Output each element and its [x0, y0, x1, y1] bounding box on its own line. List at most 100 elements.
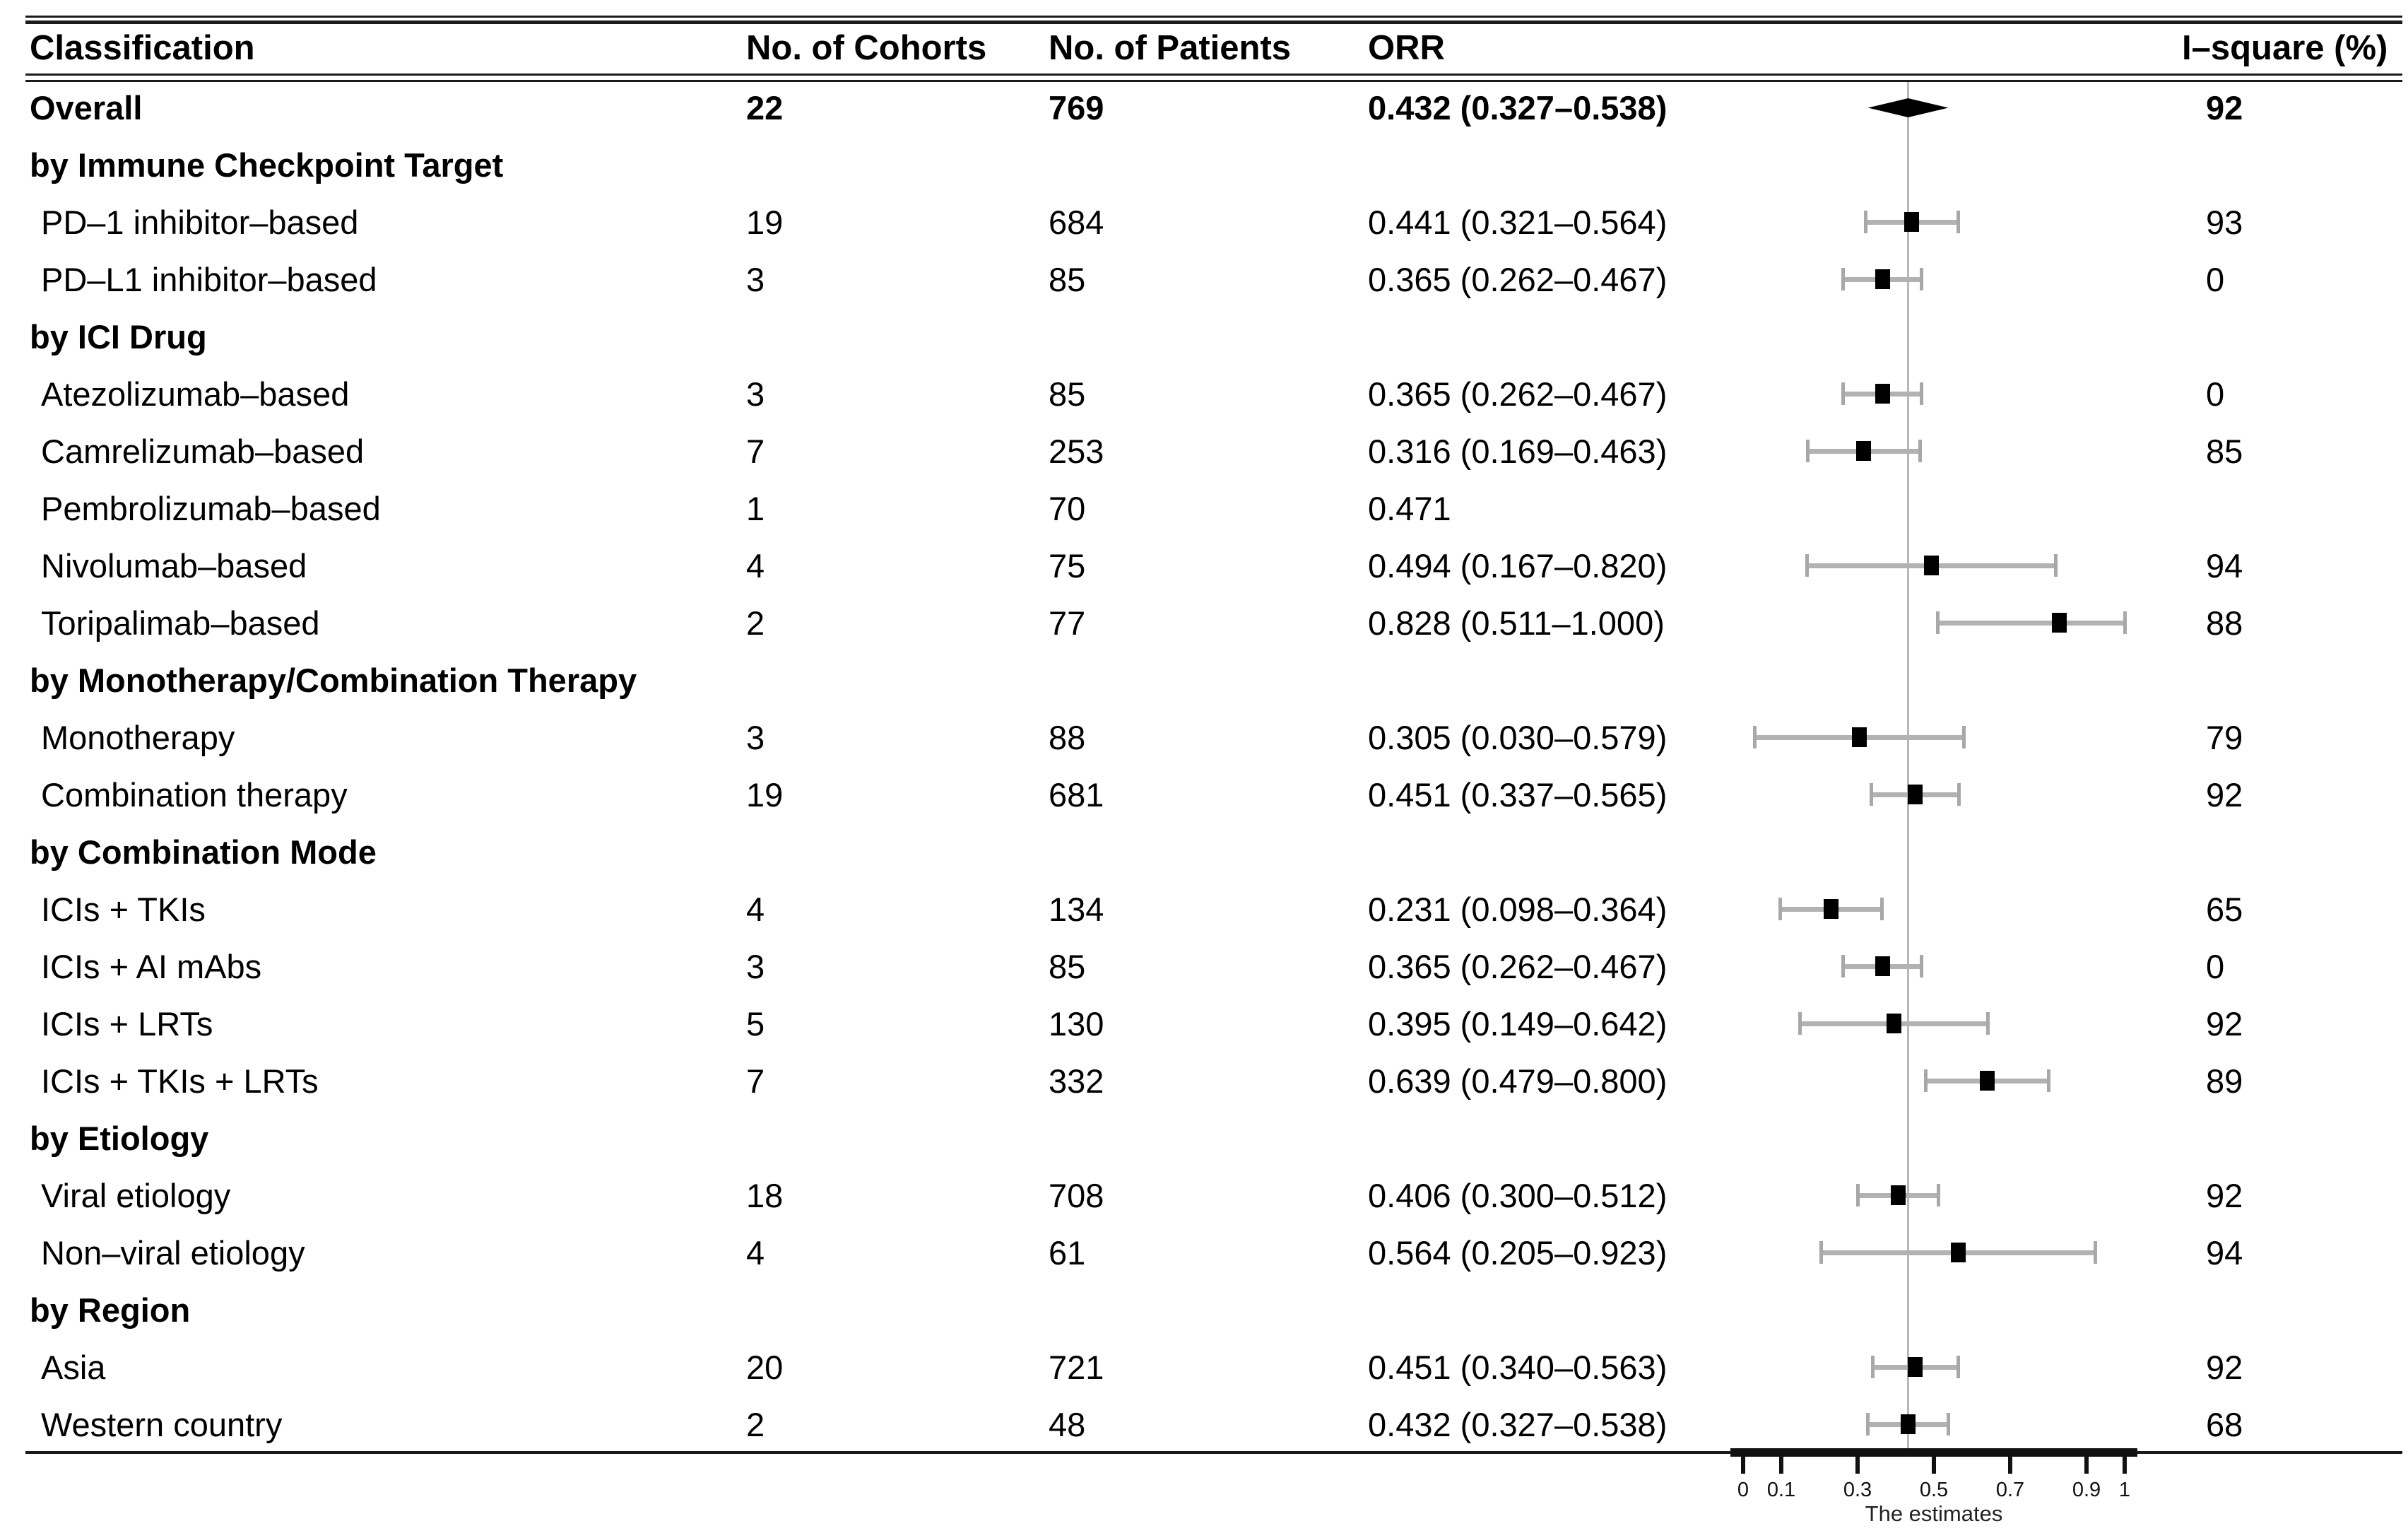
patients-cell: 70 — [1049, 490, 1086, 527]
cohorts-cell: 4 — [746, 891, 765, 928]
cohorts-cell: 19 — [746, 204, 784, 241]
point-marker — [1875, 269, 1890, 289]
table-row: Atezolizumab–based 3 85 0.365 (0.262–0.467)… — [0, 365, 2408, 423]
point-marker — [1824, 899, 1839, 919]
point-marker — [1924, 556, 1940, 575]
orr-cell: 0.316 (0.169–0.463) — [1368, 433, 1668, 470]
point-marker — [1886, 1014, 1901, 1033]
column-header-patients: No. of Patients — [1049, 29, 1292, 67]
orr-cell: 0.231 (0.098–0.364) — [1368, 891, 1668, 928]
patients-cell: 708 — [1049, 1177, 1104, 1214]
cohorts-cell: 1 — [746, 490, 765, 527]
table-row: Western country 2 48 0.432 (0.327–0.538) 68 — [0, 1396, 2408, 1453]
ci-cap — [2093, 1241, 2097, 1264]
patients-cell: 85 — [1049, 375, 1086, 413]
point-marker — [1908, 1357, 1923, 1377]
table-row: by Etiology — [0, 1110, 2408, 1167]
top-rule-outer — [25, 16, 2402, 18]
ci-cap — [2123, 611, 2127, 634]
row-label: by Combination Mode — [30, 833, 377, 871]
table-row: Toripalimab–based 2 77 0.828 (0.511–1.000) 8… — [0, 594, 2408, 652]
isquare-cell: 68 — [2206, 1406, 2243, 1443]
patients-cell: 85 — [1049, 948, 1086, 985]
table-row: PD–L1 inhibitor–based 3 85 0.365 (0.262–0.4… — [0, 251, 2408, 308]
table-row: by Immune Checkpoint Target — [0, 136, 2408, 194]
row-label: by Etiology — [30, 1120, 209, 1157]
row-label: Combination therapy — [41, 776, 348, 814]
cohorts-cell: 22 — [746, 89, 784, 127]
isquare-cell: 92 — [2206, 1349, 2243, 1386]
isquare-cell: 93 — [2206, 204, 2243, 241]
point-marker — [1900, 1414, 1916, 1434]
patients-cell: 85 — [1049, 261, 1086, 298]
column-header-orr: ORR — [1368, 29, 1445, 67]
table-row: ICIs + TKIs 4 134 0.231 (0.098–0.364) 65 — [0, 881, 2408, 938]
isquare-cell: 65 — [2206, 891, 2243, 928]
table-row: by ICI Drug — [0, 308, 2408, 365]
cohorts-cell: 2 — [746, 1406, 765, 1443]
header-rule-upper — [25, 74, 2402, 76]
cohorts-cell: 4 — [746, 1234, 765, 1272]
patients-cell: 48 — [1049, 1406, 1086, 1443]
axis-tick-label: 0 — [1737, 1479, 1749, 1501]
cohorts-cell: 18 — [746, 1177, 784, 1214]
ci-cap — [1798, 1012, 1802, 1035]
axis-tick — [2123, 1457, 2127, 1474]
isquare-cell: 92 — [2206, 1177, 2243, 1214]
patients-cell: 721 — [1049, 1349, 1104, 1386]
table-row: Pembrolizumab–based 1 70 0.471 — [0, 480, 2408, 537]
ci-cap — [1778, 898, 1783, 920]
axis-tick — [1932, 1457, 1936, 1474]
ci-cap — [1962, 726, 1966, 749]
isquare-cell: 92 — [2206, 89, 2243, 127]
isquare-cell: 85 — [2206, 433, 2243, 470]
header-rule-lower — [25, 80, 2402, 82]
row-label: ICIs + TKIs — [41, 891, 206, 928]
ci-cap — [1956, 783, 1961, 806]
table-row: by Monotherapy/Combination Therapy — [0, 652, 2408, 709]
orr-cell: 0.471 — [1368, 490, 1451, 527]
ci-cap — [1919, 382, 1923, 405]
table-row: by Combination Mode — [0, 823, 2408, 881]
axis-tick — [2084, 1457, 2089, 1474]
row-label: Non–viral etiology — [41, 1234, 305, 1272]
isquare-cell: 0 — [2206, 375, 2225, 413]
ci-cap — [1924, 1069, 1928, 1092]
point-marker — [1908, 785, 1923, 804]
orr-cell: 0.305 (0.030–0.579) — [1368, 719, 1668, 756]
table-row: Non–viral etiology 4 61 0.564 (0.205–0.923)… — [0, 1224, 2408, 1281]
row-label: PD–1 inhibitor–based — [41, 204, 359, 241]
row-label: Nivolumab–based — [41, 547, 307, 585]
table-row: ICIs + LRTs 5 130 0.395 (0.149–0.642) 92 — [0, 995, 2408, 1052]
row-label: by ICI Drug — [30, 318, 207, 356]
table-row: Viral etiology 18 708 0.406 (0.300–0.512) 92 — [0, 1167, 2408, 1224]
table-row: by Region — [0, 1281, 2408, 1339]
top-rule-inner — [25, 20, 2402, 24]
table-row: Asia 20 721 0.451 (0.340–0.563) 92 — [0, 1339, 2408, 1396]
axis-tick-label: 1 — [2118, 1479, 2131, 1501]
isquare-cell: 0 — [2206, 261, 2225, 298]
row-label: Pembrolizumab–based — [41, 490, 381, 527]
patients-cell: 332 — [1049, 1062, 1104, 1100]
x-axis-line — [1730, 1448, 2137, 1457]
row-label: Camrelizumab–based — [41, 433, 365, 470]
row-label: Asia — [41, 1349, 106, 1386]
patients-cell: 769 — [1049, 89, 1104, 127]
ci-cap — [1863, 211, 1867, 233]
row-label: ICIs + LRTs — [41, 1005, 213, 1043]
ci-cap — [1918, 440, 1922, 462]
point-marker — [1875, 956, 1890, 976]
x-axis-title: The estimates — [1865, 1501, 2003, 1526]
ci-cap — [1956, 211, 1961, 233]
patients-cell: 77 — [1049, 604, 1086, 642]
row-label: Western country — [41, 1406, 283, 1443]
ci-cap — [1936, 611, 1940, 634]
column-header-cohorts: No. of Cohorts — [746, 29, 987, 67]
table-row: Overall 22 769 0.432 (0.327–0.538) 92 — [0, 79, 2408, 136]
table-row: Camrelizumab–based 7 253 0.316 (0.169–0.463… — [0, 423, 2408, 480]
cohorts-cell: 3 — [746, 261, 765, 298]
isquare-cell: 88 — [2206, 604, 2243, 642]
patients-cell: 253 — [1049, 433, 1104, 470]
ci-cap — [2054, 554, 2058, 577]
ci-cap — [1752, 726, 1757, 749]
